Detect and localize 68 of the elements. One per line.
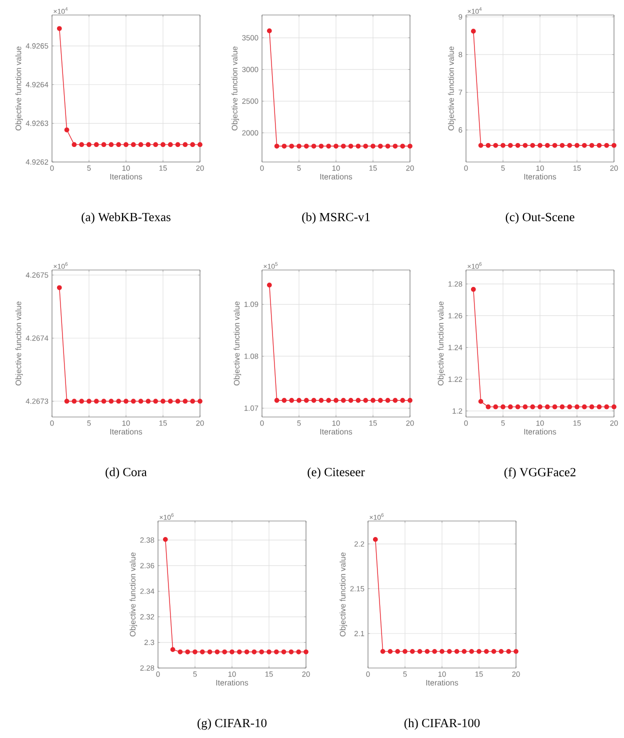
point — [244, 649, 250, 654]
point — [486, 404, 491, 410]
point — [500, 404, 506, 410]
point — [72, 142, 77, 148]
point — [190, 142, 196, 148]
point — [304, 649, 308, 654]
point — [178, 649, 183, 654]
text: (f) VGGFace2 — [504, 467, 576, 479]
point — [56, 26, 62, 31]
point — [589, 404, 594, 410]
point — [130, 142, 136, 148]
point — [274, 649, 279, 654]
text: (a) WebKB-Texas — [82, 212, 170, 224]
point — [86, 142, 92, 148]
point — [288, 649, 294, 654]
point — [175, 142, 180, 148]
point — [170, 647, 176, 652]
point — [538, 404, 542, 410]
text: (e) Citeseer — [308, 467, 365, 479]
text: (d) Cora — [106, 467, 147, 479]
point — [168, 142, 173, 148]
point — [612, 404, 616, 410]
point — [567, 404, 572, 410]
point — [94, 142, 99, 148]
point — [108, 142, 114, 148]
point — [604, 404, 610, 410]
point — [230, 649, 234, 654]
point — [162, 536, 168, 542]
point — [192, 649, 198, 654]
point — [522, 404, 528, 410]
text: (g) CIFAR-10 — [198, 718, 267, 730]
point — [470, 286, 476, 292]
point — [552, 404, 558, 410]
point — [596, 404, 602, 410]
point — [266, 649, 272, 654]
text: (h) CIFAR-100 — [404, 718, 480, 730]
point — [146, 142, 151, 148]
text: (b) MSRC-v1 — [302, 212, 370, 224]
point — [515, 404, 520, 410]
point — [198, 142, 202, 148]
point — [207, 649, 212, 654]
point — [116, 142, 122, 148]
point — [182, 142, 188, 148]
point — [79, 142, 84, 148]
point — [214, 649, 220, 654]
point — [574, 404, 580, 410]
point — [153, 142, 158, 148]
point — [530, 404, 536, 410]
point — [138, 142, 144, 148]
point — [560, 404, 565, 410]
point — [124, 142, 128, 148]
point — [101, 142, 106, 148]
point — [222, 649, 228, 654]
point — [259, 649, 264, 654]
text: (c) Out-Scene — [506, 212, 574, 224]
point — [160, 142, 166, 148]
point — [200, 649, 205, 654]
point — [544, 404, 550, 410]
point — [236, 649, 242, 654]
point — [508, 404, 513, 410]
point — [582, 404, 587, 410]
point — [281, 649, 286, 654]
point — [493, 404, 498, 410]
point — [252, 649, 257, 654]
point — [296, 649, 302, 654]
point — [64, 127, 70, 132]
point — [185, 649, 190, 654]
point — [478, 399, 484, 404]
